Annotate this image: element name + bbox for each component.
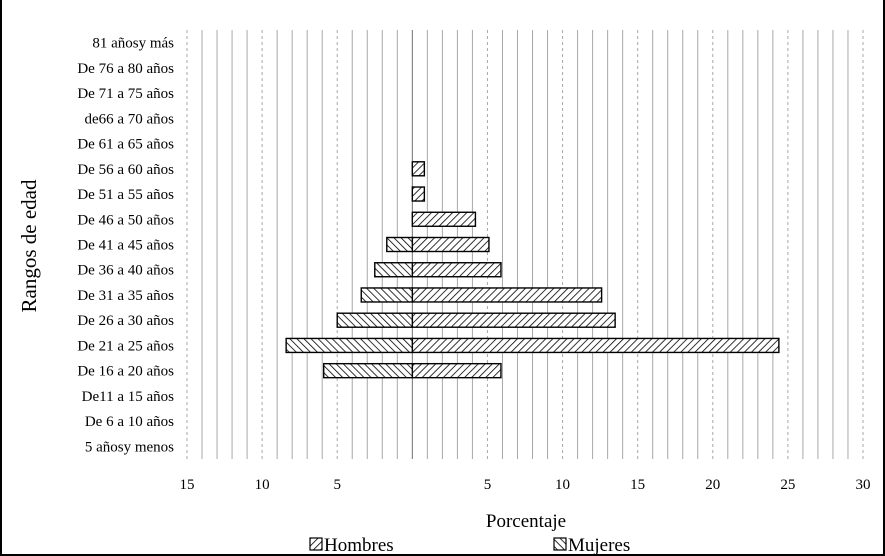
bar-mujeres — [336, 312, 414, 328]
bar-hombres — [411, 161, 426, 177]
x-tick-label: 10 — [555, 477, 570, 493]
y-axis-label: Rangos de edad — [17, 179, 41, 312]
bar-mujeres — [386, 236, 414, 253]
bar-hombres — [411, 337, 780, 354]
bars-group — [285, 161, 780, 379]
x-tick-label: 5 — [333, 477, 341, 493]
bar-hombres — [411, 312, 616, 328]
bar-hombres — [411, 262, 502, 278]
category-label: De11 a 15 años — [82, 389, 174, 405]
bar-hombres — [411, 362, 502, 379]
category-labels: 5 añosy menos De 6 a 10 años De11 a 15 año… — [77, 36, 174, 456]
bar-hombres — [411, 186, 426, 202]
category-label: De 36 a 40 años — [77, 263, 174, 279]
bar-hombres — [411, 236, 490, 253]
x-tick-label: 20 — [705, 477, 720, 493]
category-label: De 16 a 20 años — [77, 364, 174, 380]
category-label: De 51 a 55 años — [77, 187, 174, 203]
bar-hombres — [411, 211, 477, 227]
category-label: De 46 a 50 años — [77, 212, 174, 228]
bar-mujeres — [323, 362, 414, 379]
bar-hombres — [411, 287, 603, 303]
x-tick-labels: 15 10 5 5 10 15 20 25 30 — [180, 477, 871, 493]
x-tick-label: 30 — [856, 477, 871, 493]
bar-mujeres — [285, 337, 414, 354]
category-label: De 76 a 80 años — [77, 61, 174, 77]
category-label: De 61 a 65 años — [77, 137, 174, 153]
category-label: de66 a 70 años — [84, 111, 174, 127]
category-label: 5 añosy menos — [85, 439, 174, 455]
grid-lines — [186, 30, 864, 459]
legend-mujeres-swatch — [553, 537, 567, 551]
category-label: De 26 a 30 años — [77, 313, 174, 329]
category-label: De 21 a 25 años — [77, 338, 174, 354]
legend-hombres-swatch — [309, 537, 323, 551]
category-label: 81 añosy más — [92, 36, 174, 52]
legend: Hombres Mujeres — [309, 535, 630, 556]
category-label: De 71 a 75 años — [77, 86, 174, 102]
category-label: De 41 a 45 años — [77, 238, 174, 254]
x-axis-label: Porcentaje — [486, 511, 566, 532]
category-label: De 6 a 10 años — [85, 414, 174, 430]
category-label: De 31 a 35 años — [77, 288, 174, 304]
x-tick-label: 25 — [780, 477, 795, 493]
category-label: De 56 a 60 años — [77, 162, 174, 178]
bar-mujeres — [360, 287, 414, 303]
x-tick-label: 15 — [630, 477, 645, 493]
legend-hombres-label: Hombres — [324, 535, 394, 556]
x-tick-label: 5 — [484, 477, 492, 493]
bar-mujeres — [374, 262, 414, 278]
x-tick-label: 10 — [255, 477, 270, 493]
legend-mujeres-label: Mujeres — [568, 535, 630, 556]
x-tick-label: 15 — [180, 477, 195, 493]
